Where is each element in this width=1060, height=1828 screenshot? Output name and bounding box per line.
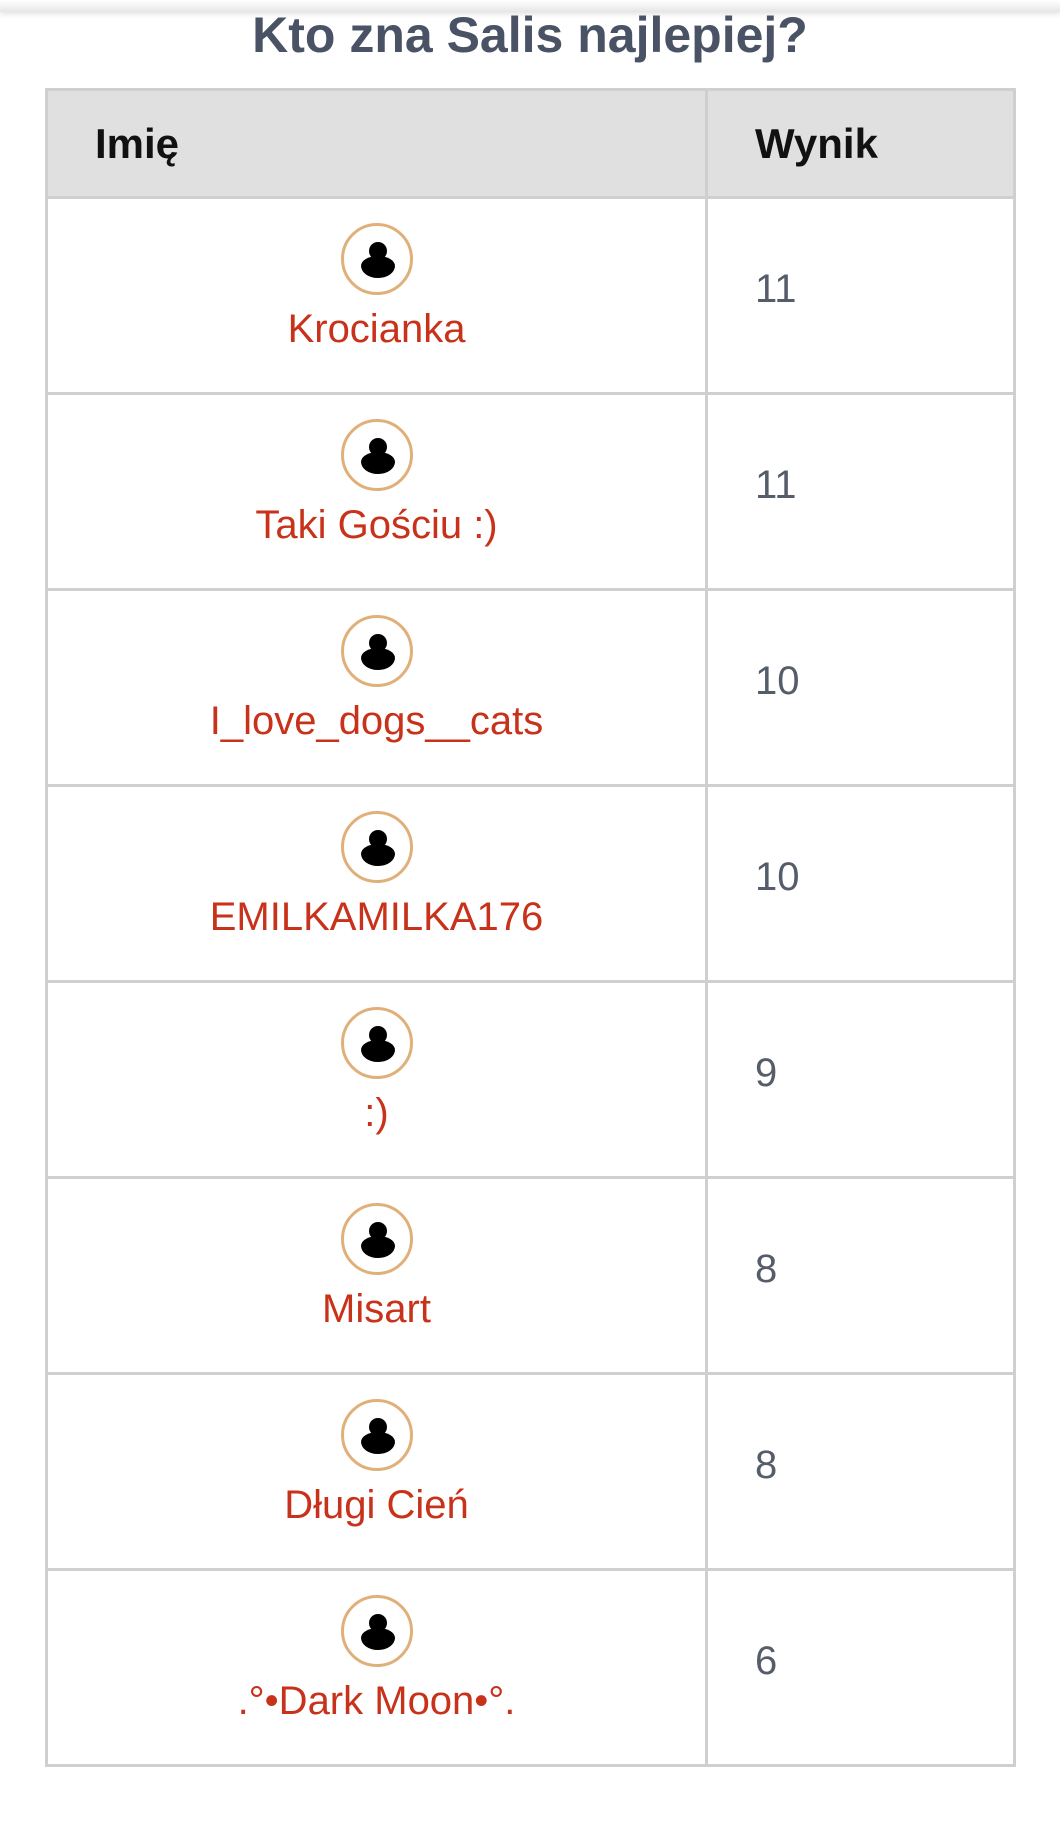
table-row: Taki Gościu :) 11 [45,392,1016,591]
username-link[interactable]: Taki Gościu :) [255,503,498,547]
username-link[interactable]: .°•Dark Moon•°. [237,1679,516,1723]
name-cell: Długi Cień [45,1372,708,1571]
score-value: 8 [755,1443,778,1487]
name-cell: :) [45,980,708,1179]
score-cell: 9 [705,980,1016,1179]
header-score: Wynik [705,88,1016,199]
avatar-user-silhouette-icon[interactable] [340,1399,413,1471]
username-link[interactable]: Krocianka [287,307,466,351]
table-row: Misart 8 [45,1176,1016,1375]
table-row: Krocianka 11 [45,196,1016,395]
table-row: .°•Dark Moon•°. 6 [45,1568,1016,1767]
table-row: EMILKAMILKA176 10 [45,784,1016,983]
score-cell: 11 [705,196,1016,395]
score-value: 6 [755,1639,778,1683]
score-value: 11 [755,267,797,311]
score-value: 10 [755,855,800,899]
score-value: 9 [755,1051,778,1095]
leaderboard-table: Imię Wynik Krocianka 11 Taki Gościu :) 11 I_… [45,88,1016,1767]
score-cell: 11 [705,392,1016,591]
avatar-user-silhouette-icon[interactable] [340,419,413,491]
score-value: 8 [755,1247,778,1291]
top-bar [0,0,1060,12]
score-cell: 10 [705,784,1016,983]
table-header-row: Imię Wynik [45,88,1016,199]
avatar-user-silhouette-icon[interactable] [340,223,413,295]
table-row: I_love_dogs__cats 10 [45,588,1016,787]
avatar-user-silhouette-icon[interactable] [340,811,413,883]
score-cell: 8 [705,1372,1016,1571]
score-cell: 10 [705,588,1016,787]
avatar-user-silhouette-icon[interactable] [340,1595,413,1667]
name-cell: Krocianka [45,196,708,395]
name-cell: EMILKAMILKA176 [45,784,708,983]
username-link[interactable]: Misart [322,1287,431,1331]
name-cell: Misart [45,1176,708,1375]
avatar-user-silhouette-icon[interactable] [340,615,413,687]
username-link[interactable]: I_love_dogs__cats [209,699,544,743]
username-link[interactable]: :) [364,1091,389,1135]
avatar-user-silhouette-icon[interactable] [340,1203,413,1275]
name-cell: I_love_dogs__cats [45,588,708,787]
score-value: 11 [755,463,797,507]
username-link[interactable]: EMILKAMILKA176 [209,895,544,939]
avatar-user-silhouette-icon[interactable] [340,1007,413,1079]
score-value: 10 [755,659,800,703]
username-link[interactable]: Długi Cień [284,1483,469,1527]
name-cell: .°•Dark Moon•°. [45,1568,708,1767]
table-row: :) 9 [45,980,1016,1179]
name-cell: Taki Gościu :) [45,392,708,591]
score-cell: 8 [705,1176,1016,1375]
table-row: Długi Cień 8 [45,1372,1016,1571]
score-cell: 6 [705,1568,1016,1767]
page-title: Kto zna Salis najlepiej? [252,7,808,63]
header-name: Imię [45,88,708,199]
